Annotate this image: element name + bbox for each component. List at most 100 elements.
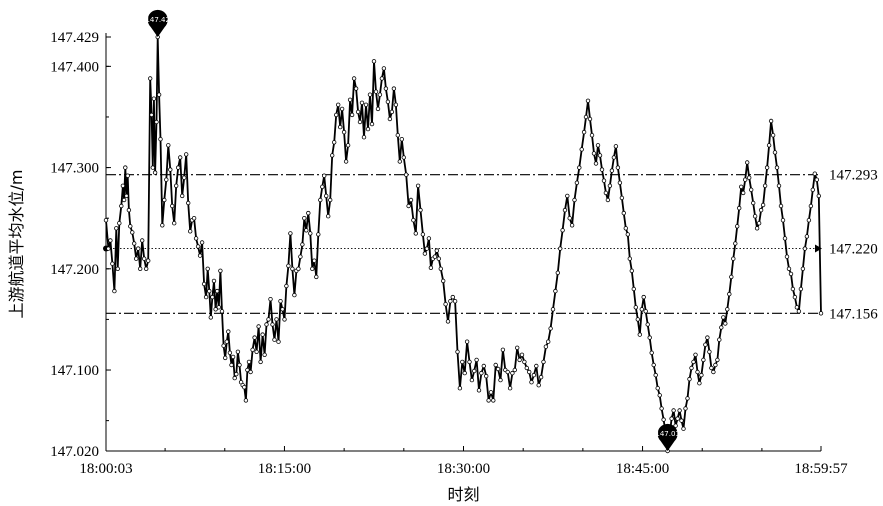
data-point — [276, 339, 281, 344]
data-point — [651, 362, 656, 368]
data-point — [472, 368, 477, 374]
data-point — [169, 203, 175, 209]
data-point — [643, 309, 648, 314]
data-point — [790, 286, 796, 292]
data-point — [574, 180, 580, 185]
data-point — [375, 106, 381, 112]
data-point — [810, 187, 815, 192]
data-point — [481, 363, 486, 369]
data-point — [103, 217, 109, 223]
data-point — [254, 349, 259, 354]
data-point — [591, 151, 597, 156]
y-tick-label: 147.429 — [50, 30, 99, 46]
data-point — [166, 143, 171, 148]
data-point — [495, 366, 501, 372]
data-point — [246, 359, 252, 365]
data-point — [120, 183, 126, 188]
data-point — [737, 205, 742, 211]
data-point — [808, 203, 814, 209]
data-point — [669, 416, 674, 421]
data-point — [774, 165, 780, 170]
data-point — [229, 362, 234, 368]
data-point — [110, 261, 115, 266]
data-point — [607, 183, 613, 188]
data-point — [479, 370, 484, 376]
data-point — [141, 256, 147, 261]
data-point — [290, 266, 295, 271]
data-point — [149, 112, 154, 118]
data-point — [577, 165, 582, 170]
data-point — [675, 416, 680, 421]
data-point — [812, 171, 817, 176]
data-point — [436, 256, 441, 261]
data-point — [428, 265, 434, 270]
max-marker: 147.42 — [145, 9, 170, 38]
data-point — [242, 385, 247, 390]
data-point — [699, 372, 704, 378]
data-point — [280, 307, 285, 312]
data-point — [538, 374, 544, 380]
data-point — [794, 305, 800, 310]
data-point — [114, 226, 119, 231]
data-point — [308, 231, 313, 236]
data-point — [510, 370, 515, 376]
data-point — [455, 349, 460, 354]
data-point — [641, 294, 646, 300]
data-point — [723, 321, 728, 326]
data-point — [426, 236, 432, 241]
data-point — [534, 363, 539, 369]
data-point — [772, 150, 778, 155]
data-point — [519, 352, 525, 357]
data-point — [543, 344, 549, 349]
reference-line-label: 147.293 — [829, 168, 878, 184]
data-point — [328, 197, 333, 203]
data-point — [160, 223, 165, 228]
data-point — [334, 112, 339, 118]
data-point — [605, 197, 611, 203]
data-point — [751, 200, 756, 206]
data-point — [395, 132, 400, 138]
data-point — [572, 197, 577, 203]
data-point — [381, 66, 387, 71]
reference-line-label: 147.156 — [829, 306, 878, 322]
data-point — [691, 359, 696, 365]
data-point — [320, 184, 325, 189]
data-point — [627, 256, 632, 261]
data-point — [565, 193, 570, 199]
data-point — [330, 153, 335, 158]
data-point — [629, 268, 634, 273]
data-point — [687, 376, 692, 382]
data-point — [631, 286, 636, 292]
data-point — [784, 254, 790, 259]
data-point — [498, 377, 503, 383]
data-point — [404, 172, 409, 177]
data-point — [227, 350, 233, 355]
data-point — [147, 76, 153, 81]
data-point — [529, 380, 534, 385]
y-tick-label: 147.200 — [50, 262, 99, 278]
data-point — [657, 393, 662, 398]
data-point — [222, 355, 228, 361]
data-point — [117, 220, 122, 226]
data-point — [302, 215, 307, 221]
data-point — [326, 213, 331, 219]
data-point — [106, 246, 111, 251]
data-point — [349, 112, 355, 118]
data-point — [457, 386, 463, 391]
data-point — [171, 220, 177, 226]
reference-line-label: 147.220 — [829, 242, 878, 258]
data-point — [585, 98, 591, 103]
data-point — [524, 365, 529, 371]
data-point — [448, 299, 453, 304]
data-point — [709, 365, 714, 371]
data-point — [175, 165, 181, 170]
data-point — [355, 109, 361, 115]
data-point — [393, 102, 399, 107]
data-point — [814, 177, 819, 182]
data-point — [369, 121, 375, 127]
data-point — [536, 383, 541, 388]
data-point — [639, 307, 644, 312]
data-point — [316, 232, 321, 237]
data-point — [318, 197, 323, 203]
data-point — [743, 177, 748, 182]
